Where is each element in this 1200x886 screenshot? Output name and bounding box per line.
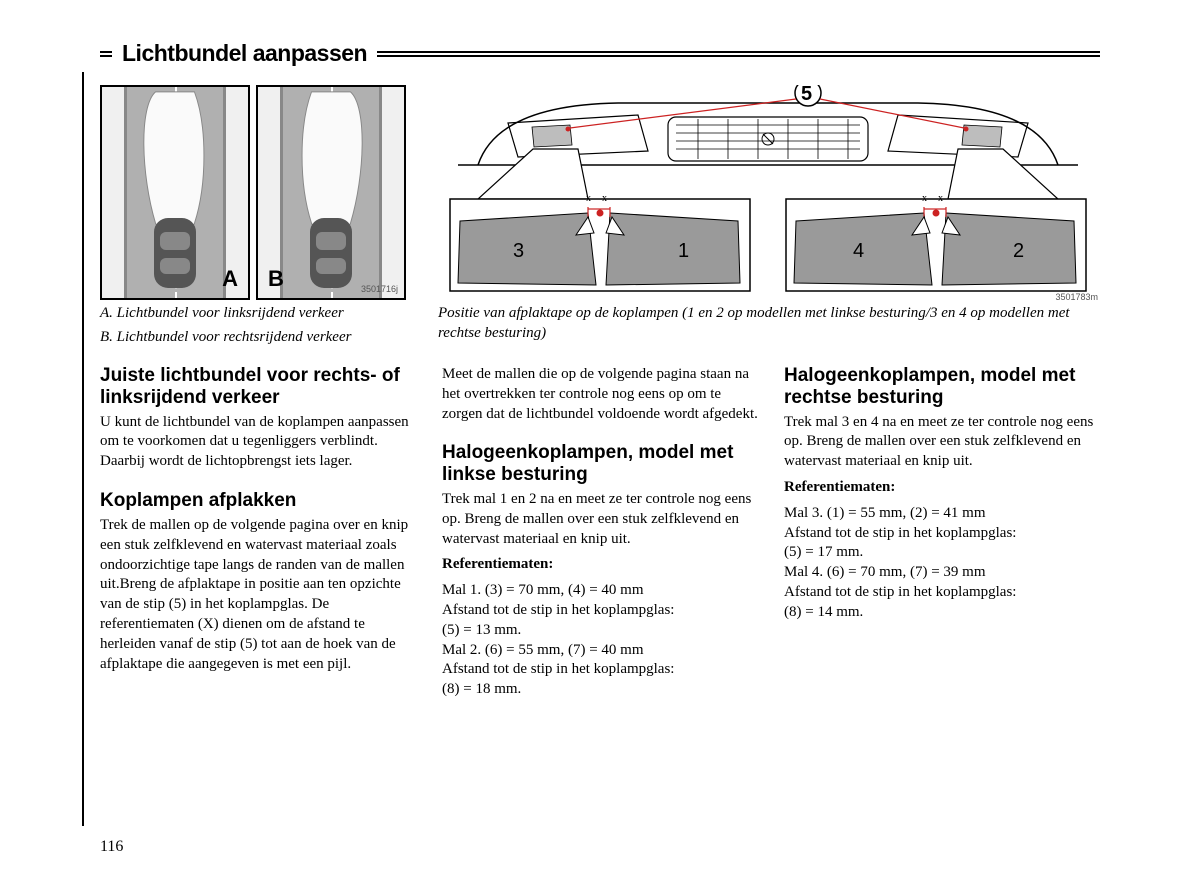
headlamp-diagram-svg [438,85,1098,300]
col2-ref-heading: Referentiematen: [442,555,758,575]
figure-code-left: 3501716j [361,284,398,294]
col3-line-6: (8) = 14 mm. [784,603,1100,623]
col3-line-3: (5) = 17 mm. [784,543,1100,563]
col2-line-5: Afstand tot de stip in het koplampglas: [442,660,758,680]
car-top-icon [148,214,202,292]
template-label-4: 4 [853,240,864,263]
title-rule-right [377,51,1100,57]
label-a: A [222,266,238,292]
col2-para-2: Trek mal 1 en 2 na en meet ze ter contro… [442,490,758,549]
car-top-icon [304,214,358,292]
col1-heading-2: Koplampen afplakken [100,490,416,512]
col2-line-4: Mal 2. (6) = 55 mm, (7) = 40 mm [442,641,758,661]
caption-a: A. Lichtbundel voor linksrijdend verkeer [100,304,410,324]
figure-beam-patterns: A B 3501716j [100,85,410,347]
caption-b: B. Lichtbundel voor rechtsrijdend verkee… [100,328,410,348]
col2-line-2: Afstand tot de stip in het koplampglas: [442,601,758,621]
column-1: Juiste lichtbundel voor rechts- of links… [100,365,416,700]
col3-heading-1: Halogeenkoplampen, model met rechtse bes… [784,365,1100,409]
col3-para-1: Trek mal 3 en 4 na en meet ze ter contro… [784,413,1100,472]
col1-para-1: U kunt de lichtbundel van de koplampen a… [100,413,416,472]
x-mark-r2: x [938,193,943,204]
col2-para-1: Meet de mallen die op de volgende pagina… [442,365,758,424]
col2-line-3: (5) = 13 mm. [442,621,758,641]
col1-para-2: Trek de mallen op de volgende pagina ove… [100,516,416,674]
figures-row: A B 3501716j [100,85,1100,347]
title-rule-left [100,51,112,57]
beam-box-b: B 3501716j [256,85,406,300]
x-mark-l1: x [586,193,591,204]
page-title-row: Lichtbundel aanpassen [100,40,1100,67]
col3-line-5: Afstand tot de stip in het koplampglas: [784,583,1100,603]
col1-heading-1: Juiste lichtbundel voor rechts- of links… [100,365,416,409]
page-number: 116 [100,838,123,856]
label-b: B [268,266,284,292]
x-mark-l2: x [602,193,607,204]
col3-line-1: Mal 3. (1) = 55 mm, (2) = 41 mm [784,504,1100,524]
page-title: Lichtbundel aanpassen [118,40,371,67]
column-3: Halogeenkoplampen, model met rechtse bes… [784,365,1100,700]
template-label-3: 3 [513,240,524,263]
col2-heading-1: Halogeenkoplampen, model met linkse best… [442,442,758,486]
x-mark-r1: x [922,193,927,204]
column-2: Meet de mallen die op de volgende pagina… [442,365,758,700]
col2-line-6: (8) = 18 mm. [442,680,758,700]
col3-line-2: Afstand tot de stip in het koplampglas: [784,524,1100,544]
callout-5: 5 [801,83,812,106]
figure-code-right: 3501783m [1055,292,1098,302]
figure-headlamp-tape: 5 3 1 4 2 x x x x 3501783m Positie van a… [438,85,1100,347]
template-label-1: 1 [678,240,689,263]
page-left-rule [82,72,84,826]
beam-box-a: A [100,85,250,300]
col2-line-1: Mal 1. (3) = 70 mm, (4) = 40 mm [442,581,758,601]
col3-line-4: Mal 4. (6) = 70 mm, (7) = 39 mm [784,563,1100,583]
col3-ref-heading: Referentiematen: [784,478,1100,498]
template-label-2: 2 [1013,240,1024,263]
page-content: Lichtbundel aanpassen [100,40,1100,700]
text-columns: Juiste lichtbundel voor rechts- of links… [100,365,1100,700]
caption-right: Positie van afplaktape op de koplampen (… [438,304,1100,343]
